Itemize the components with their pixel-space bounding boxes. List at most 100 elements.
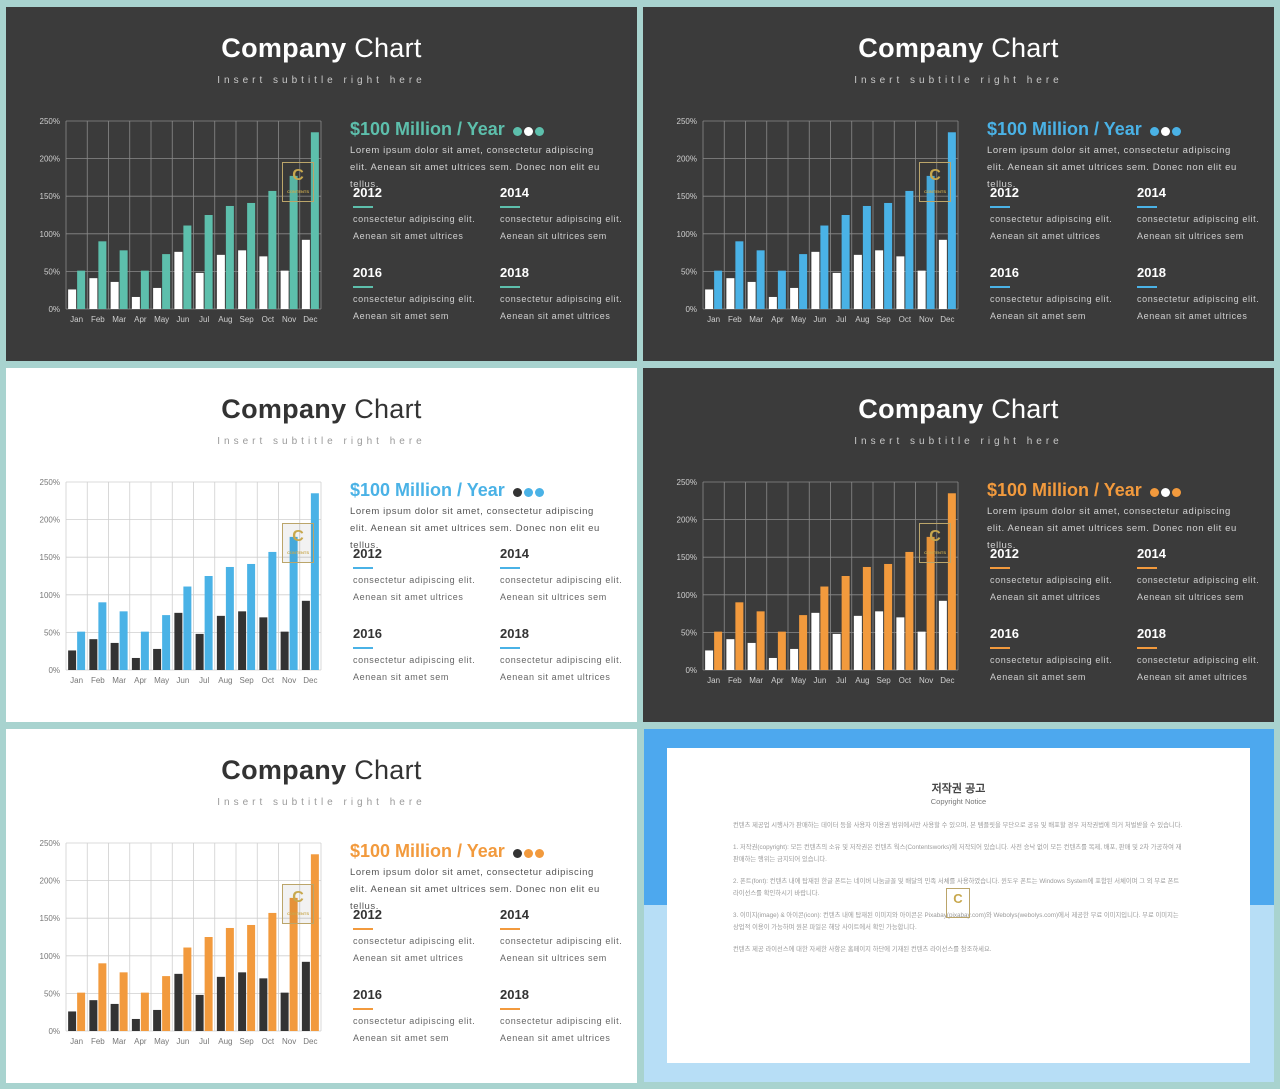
slide-title: Company Chart [643, 33, 1274, 64]
y-tick-label: 150% [40, 914, 60, 923]
description-line: Lorem ipsum dolor sit amet, consectetur … [350, 867, 594, 878]
headline-text: $100 Million / Year [987, 480, 1142, 500]
bar-series-b [247, 202, 256, 309]
logo-text: CONTENTS [924, 550, 946, 555]
year-underline [500, 286, 520, 288]
description-line: elit. Aenean sit amet ultrices sem. Done… [350, 884, 600, 895]
bar-series-b [714, 270, 723, 309]
x-tick-label: Jun [813, 315, 826, 324]
x-tick-label: Jul [199, 676, 209, 685]
bar-series-a [301, 961, 310, 1031]
bar-series-b [77, 992, 86, 1031]
bar-series-b [714, 631, 723, 670]
year-underline [500, 647, 520, 649]
year-label: 2014 [500, 185, 529, 200]
watermark-logo: C CONTENTS [919, 162, 951, 202]
bar-series-a [726, 639, 735, 670]
x-tick-label: Apr [771, 676, 784, 685]
notice-paragraph: 컨텐츠 제공 라이선스에 대한 자세한 사항은 홈페이지 하단에 기재된 컨텐츠… [733, 945, 992, 953]
y-tick-label: 100% [40, 230, 60, 239]
y-tick-label: 100% [677, 591, 697, 600]
year-text-line: consectetur adipiscing elit. [353, 575, 476, 585]
bar-series-b [820, 225, 829, 309]
year-label: 2016 [353, 626, 382, 641]
dot-icon [512, 848, 522, 858]
dot-icon [534, 848, 544, 858]
slide-dark-blue: Company Chart Insert subtitle right here 0… [643, 7, 1274, 361]
bar-series-b [162, 254, 171, 309]
year-text-line: Aenean sit amet sem [353, 672, 449, 682]
bar-chart: 0% 50% 100% 150% 200% 250% Jan Feb Mar Apr May Jun J… [40, 839, 322, 1046]
x-tick-label: Mar [112, 315, 126, 324]
year-text-line: Aenean sit ultrices sem [1137, 592, 1244, 602]
year-text-line: Aenean sit amet ultrices [353, 592, 464, 602]
y-tick-label: 200% [40, 516, 60, 525]
y-tick-label: 50% [44, 989, 60, 998]
bar-series-b [947, 132, 956, 309]
logo-letter: C [292, 167, 304, 184]
bar-series-b [905, 551, 914, 670]
x-tick-label: Nov [919, 315, 933, 324]
slide-light-orange: Company Chart Insert subtitle right here 0… [6, 729, 637, 1083]
description: Lorem ipsum dolor sit amet, consectetur … [987, 142, 1237, 193]
headline-dots [512, 481, 546, 502]
logo-letter: C [929, 167, 941, 184]
bar-series-b [268, 912, 277, 1031]
slide-subtitle: Insert subtitle right here [217, 797, 426, 808]
year-text-line: consectetur adipiscing elit. [500, 1016, 623, 1026]
x-tick-label: May [154, 1037, 169, 1046]
bar-series-a [89, 278, 98, 309]
bar-series-b [310, 132, 319, 309]
year-text-line: consectetur adipiscing elit. [500, 214, 623, 224]
year-text-line: Aenean sit amet ultrices [353, 953, 464, 963]
bar-series-a [832, 633, 841, 670]
year-text-line: Aenean sit amet sem [990, 672, 1086, 682]
x-tick-label: Dec [303, 1037, 317, 1046]
bar-series-b [884, 202, 893, 309]
year-text-line: consectetur adipiscing elit. [1137, 214, 1260, 224]
year-text-line: Aenean sit ultrices sem [500, 231, 607, 241]
headline-text: $100 Million / Year [987, 119, 1142, 139]
bar-series-b [735, 241, 744, 309]
year-label: 2012 [990, 546, 1019, 561]
x-tick-label: Jan [70, 676, 83, 685]
x-tick-label: May [154, 676, 169, 685]
y-tick-label: 150% [40, 553, 60, 562]
watermark-logo: C CONTENTS [919, 523, 951, 563]
bar-series-b [247, 563, 256, 670]
year-label: 2014 [500, 907, 529, 922]
bar-series-b [799, 254, 808, 309]
bar-series-a [938, 600, 947, 670]
year-underline [990, 206, 1010, 208]
x-tick-label: Nov [282, 1037, 296, 1046]
year-text-line: consectetur adipiscing elit. [1137, 655, 1260, 665]
description: Lorem ipsum dolor sit amet, consectetur … [350, 503, 600, 554]
bar-series-b [268, 190, 277, 309]
bar-series-b [289, 536, 298, 670]
y-tick-label: 250% [40, 117, 60, 126]
logo-letter: C [929, 528, 941, 545]
logo-text: CONTENTS [287, 189, 309, 194]
slide-title-light: Chart [983, 394, 1059, 424]
description: Lorem ipsum dolor sit amet, consectetur … [350, 142, 600, 193]
bar-series-a [301, 600, 310, 670]
slide-title-bold: Company [858, 394, 984, 424]
x-tick-label: Apr [771, 315, 784, 324]
logo-text: CONTENTS [287, 911, 309, 916]
notice-title: 저작권 공고 [931, 783, 986, 795]
y-tick-label: 0% [685, 666, 697, 675]
x-tick-label: Jul [836, 315, 846, 324]
year-underline [353, 567, 373, 569]
year-text-line: consectetur adipiscing elit. [500, 655, 623, 665]
watermark-logo: C CONTENTS [282, 884, 314, 924]
bar-series-a [216, 254, 225, 309]
year-text-line: consectetur adipiscing elit. [353, 1016, 476, 1026]
bar-series-b [862, 205, 871, 309]
year-underline [1137, 647, 1157, 649]
bar-series-a [68, 289, 77, 309]
bar-series-b [119, 611, 128, 670]
year-label: 2012 [353, 907, 382, 922]
bar-series-b [119, 250, 128, 309]
year-text-line: consectetur adipiscing elit. [500, 294, 623, 304]
bar-series-a [875, 250, 884, 309]
